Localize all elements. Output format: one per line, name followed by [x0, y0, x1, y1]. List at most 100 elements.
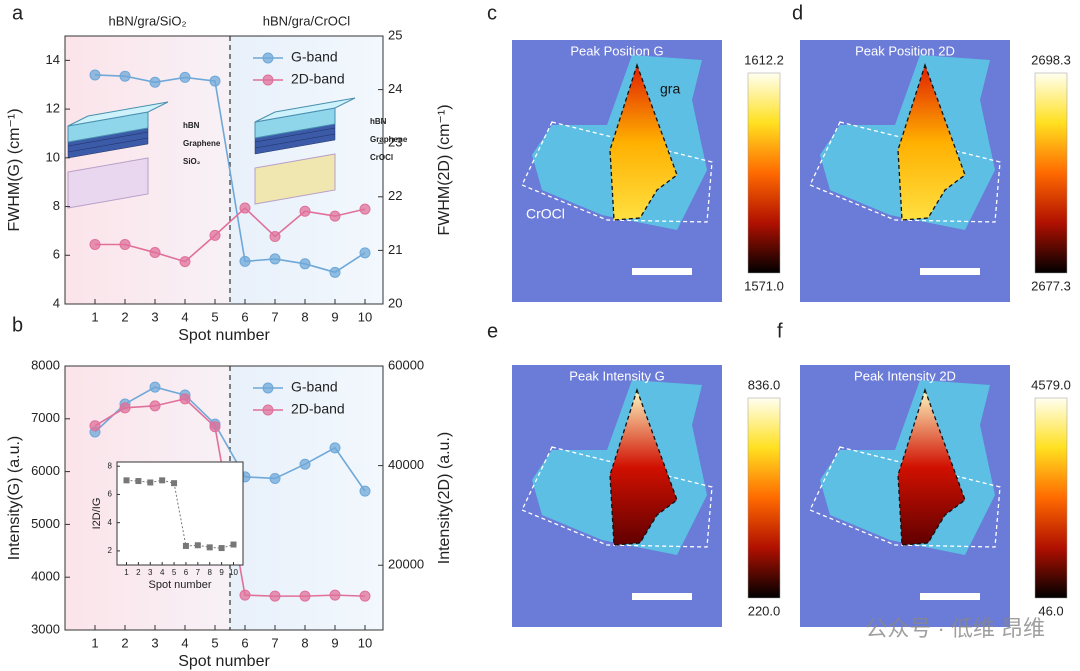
marker: [329, 210, 341, 222]
image-title: Peak Position G: [570, 43, 663, 58]
image-title: Peak Intensity G: [569, 368, 664, 383]
x-axis-label: Spot number: [178, 653, 270, 670]
marker: [239, 202, 251, 214]
marker: [171, 480, 178, 487]
scale-bar: [632, 268, 692, 275]
series-line: [95, 206, 366, 263]
marker: [299, 258, 311, 270]
y2-tick-label: 60000: [388, 357, 424, 372]
illustration-label: CrOCl: [370, 153, 393, 162]
series-line: [126, 479, 234, 549]
panel-label: a: [12, 2, 24, 24]
scale-bar: [632, 593, 692, 600]
y-tick-label: 3000: [31, 621, 60, 636]
x-tick-label: 2: [136, 568, 141, 577]
y2-tick-label: 24: [388, 81, 402, 96]
marker: [218, 545, 225, 552]
illustration: [67, 157, 149, 209]
x-tick-label: 6: [184, 568, 189, 577]
marker: [149, 76, 161, 88]
marker: [329, 266, 341, 278]
plot-frame: [64, 365, 384, 631]
x-tick-label: 3: [148, 568, 153, 577]
x-tick-label: 9: [331, 309, 338, 324]
x-tick-label: 2: [121, 635, 128, 650]
y-tick-label: 6: [53, 247, 60, 262]
marker: [119, 70, 131, 82]
marker: [239, 589, 251, 601]
x-tick-label: 3: [151, 309, 158, 324]
illustration: [67, 101, 169, 127]
x-tick-label: 5: [172, 568, 177, 577]
marker: [329, 442, 341, 454]
colorbar-max: 1612.2: [744, 52, 784, 67]
legend-marker: [262, 404, 274, 416]
x-tick-label: 4: [181, 635, 188, 650]
colorbar-min: 2677.3: [1031, 278, 1071, 293]
marker: [194, 542, 201, 549]
y-tick-label: 4000: [31, 569, 60, 584]
marker: [359, 203, 371, 215]
x-axis-label: Spot number: [149, 579, 212, 591]
series-line: [94, 74, 366, 274]
marker: [182, 542, 189, 549]
marker: [269, 253, 281, 265]
marker: [149, 247, 161, 259]
illustration-label: Graphene: [183, 139, 221, 148]
x-tick-label: 10: [229, 568, 238, 577]
x-tick-label: 8: [301, 635, 308, 650]
y-tick-label: 7000: [31, 410, 60, 425]
colorbar-min: 1571.0: [744, 278, 784, 293]
marker: [179, 256, 191, 268]
illustration-label: SiO₂: [183, 157, 201, 166]
y-tick-label: 8: [53, 198, 60, 213]
marker: [299, 458, 311, 470]
colorbar-min: 220.0: [748, 603, 781, 618]
x-tick-label: 8: [301, 309, 308, 324]
illustration: [254, 153, 336, 205]
marker: [239, 255, 251, 267]
marker: [359, 590, 371, 602]
legend-marker: [262, 74, 274, 86]
colorbar-max: 4579.0: [1031, 377, 1071, 392]
panel-label: b: [12, 314, 23, 336]
panel-label: f: [777, 320, 783, 342]
y2-tick-label: 21: [388, 242, 402, 257]
scale-bar: [920, 593, 980, 600]
illustration: [254, 97, 356, 123]
colorbar: [747, 397, 781, 599]
watermark: 公众号 · 低维 昂维: [865, 616, 1045, 641]
y-tick-label: 8: [108, 461, 113, 470]
x-tick-label: 4: [181, 309, 188, 324]
x-tick-label: 1: [91, 635, 98, 650]
colorbar: [1034, 397, 1068, 599]
y-tick-label: 10: [46, 149, 60, 164]
y-tick-label: 12: [46, 101, 60, 116]
marker: [147, 479, 154, 486]
x-tick-label: 6: [241, 309, 248, 324]
marker: [359, 247, 371, 259]
illustration-label: hBN: [183, 121, 200, 130]
x-tick-label: 3: [151, 635, 158, 650]
marker: [123, 477, 130, 484]
y2-tick-label: 20000: [388, 557, 424, 572]
marker: [209, 229, 221, 241]
y-tick-label: 6: [108, 490, 113, 499]
legend-label: G-band: [291, 49, 338, 65]
plot-frame: [116, 461, 244, 566]
colorbar-max: 2698.3: [1031, 52, 1071, 67]
graphene-flake: [897, 387, 966, 546]
marker: [329, 589, 341, 601]
graphene-flake: [609, 62, 678, 221]
marker: [269, 472, 281, 484]
x-tick-label: 1: [91, 309, 98, 324]
marker: [209, 421, 221, 433]
image-label: gra: [660, 81, 680, 97]
y2-tick-label: 20: [388, 295, 402, 310]
marker: [89, 69, 101, 81]
x-tick-label: 10: [358, 309, 372, 324]
y2-tick-label: 25: [388, 27, 402, 42]
colorbar: [747, 72, 781, 274]
legend-label: G-band: [291, 379, 338, 395]
marker: [206, 544, 213, 551]
